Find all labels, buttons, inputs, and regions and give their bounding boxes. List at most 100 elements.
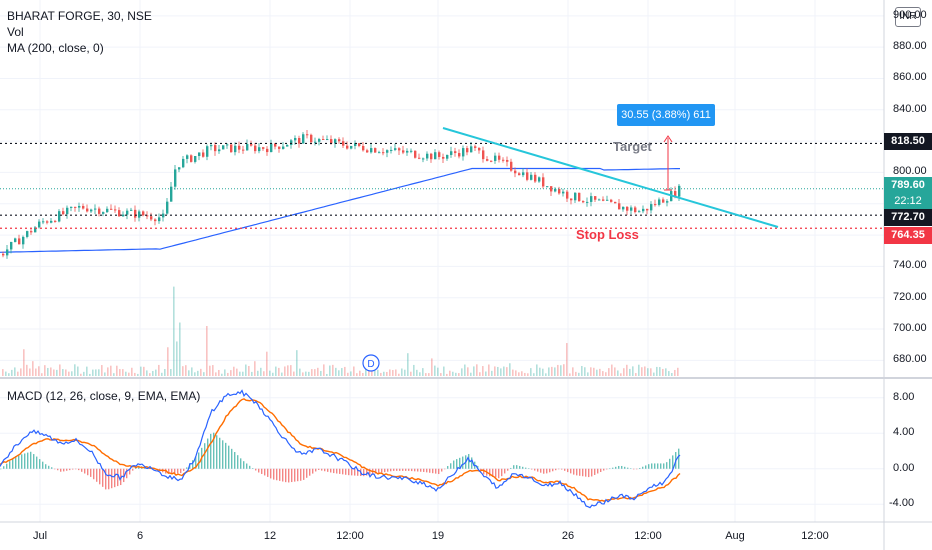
volume-bar <box>215 372 217 376</box>
macd-histogram-bar <box>417 468 419 472</box>
volume-bar <box>413 364 415 376</box>
volume-bar <box>548 367 550 376</box>
volume-bar <box>470 372 472 376</box>
macd-histogram-bar <box>261 468 263 474</box>
macd-histogram-bar <box>24 453 26 469</box>
ma-legend[interactable]: MA (200, close, 0) <box>7 41 104 55</box>
volume-bar <box>629 368 631 376</box>
macd-histogram-bar <box>456 459 458 469</box>
volume-bar <box>416 369 418 376</box>
volume-bar <box>395 369 397 376</box>
candle-body <box>422 158 425 160</box>
volume-bar <box>428 373 430 376</box>
macd-histogram-bar <box>123 468 125 483</box>
candle-body <box>162 213 165 218</box>
candle-body <box>322 139 325 141</box>
volume-bar <box>452 371 454 376</box>
candle-body <box>486 159 489 161</box>
target-label[interactable]: Target <box>613 139 652 154</box>
macd-histogram-bar <box>330 468 332 473</box>
volume-bar <box>485 371 487 376</box>
volume-bar <box>392 370 394 376</box>
currency-badge[interactable]: INR <box>895 7 921 27</box>
macd-histogram-bar <box>411 468 413 472</box>
volume-bar <box>113 373 115 376</box>
measure-box[interactable]: 30.55 (3.88%) 611 <box>617 104 715 126</box>
macd-histogram-bar <box>660 463 662 469</box>
candle-body <box>206 146 209 157</box>
candle-body <box>550 186 553 192</box>
candle-body <box>638 211 641 213</box>
candle-body <box>226 144 229 146</box>
volume-bar <box>182 366 184 376</box>
volume-bar <box>272 372 274 376</box>
candle-body <box>302 134 305 144</box>
price-tick: 800.00 <box>893 165 927 178</box>
candle-body <box>314 141 317 143</box>
volume-bar <box>83 371 85 376</box>
volume-bar <box>581 365 583 376</box>
macd-histogram-bar <box>114 468 116 488</box>
macd-histogram-bar <box>657 463 659 469</box>
macd-histogram-bar <box>171 468 173 474</box>
macd-histogram-bar <box>669 458 671 469</box>
volume-bar <box>284 366 286 376</box>
candle-body <box>102 212 105 214</box>
macd-histogram-bar <box>252 468 254 469</box>
candle-body <box>466 148 469 153</box>
macd-histogram-bar <box>315 468 317 472</box>
volume-bar <box>434 365 436 376</box>
macd-histogram-bar <box>483 468 485 475</box>
volume-bar <box>8 373 10 376</box>
volume-legend[interactable]: Vol <box>7 25 24 39</box>
candle-body <box>482 150 485 160</box>
price-tick: 700.00 <box>893 322 927 335</box>
price-tick: 840.00 <box>893 102 927 115</box>
volume-bar <box>464 364 466 376</box>
symbol-title[interactable]: BHARAT FORGE, 30, NSE <box>7 9 152 23</box>
volume-bar <box>62 369 64 376</box>
volume-bar <box>650 368 652 376</box>
dividend-marker-icon <box>362 354 380 372</box>
candle-body <box>398 148 401 151</box>
macd-legend[interactable]: MACD (12, 26, close, 9, EMA, EMA) <box>7 389 201 403</box>
candle-body <box>150 216 153 220</box>
volume-bar <box>458 373 460 376</box>
volume-bar <box>116 365 118 376</box>
macd-histogram-bar <box>339 468 341 474</box>
macd-histogram-bar <box>42 461 44 469</box>
volume-bar <box>17 371 19 376</box>
candle-body <box>262 147 265 149</box>
macd-histogram-bar <box>366 468 368 476</box>
macd-histogram-bar <box>228 445 230 469</box>
macd-histogram-bar <box>291 468 293 483</box>
macd-histogram-bar <box>219 437 221 469</box>
macd-histogram-bar <box>540 468 542 473</box>
macd-histogram-bar <box>105 468 107 490</box>
candle-body <box>622 206 625 210</box>
macd-histogram-bar <box>351 468 353 476</box>
volume-bar <box>551 366 553 376</box>
macd-histogram-bar <box>336 468 338 474</box>
candle-body <box>146 215 149 217</box>
volume-bar <box>455 372 457 376</box>
macd-histogram-bar <box>69 468 71 471</box>
volume-bar <box>383 371 385 376</box>
stop-loss-label[interactable]: Stop Loss <box>576 227 639 242</box>
volume-bar <box>185 365 187 376</box>
macd-histogram-bar <box>21 454 23 469</box>
candle-body <box>202 152 205 157</box>
candle-body <box>562 191 565 194</box>
macd-histogram-bar <box>369 468 371 475</box>
macd-histogram-bar <box>663 463 665 469</box>
macd-histogram-bar <box>600 468 602 473</box>
volume-bar <box>290 365 292 376</box>
macd-histogram-bar <box>453 460 455 469</box>
macd-histogram-bar <box>510 467 512 469</box>
candle-body <box>58 211 61 222</box>
candle-body <box>618 203 621 210</box>
macd-histogram-bar <box>513 465 515 469</box>
volume-bar <box>161 372 163 376</box>
volume-bar <box>509 363 511 376</box>
